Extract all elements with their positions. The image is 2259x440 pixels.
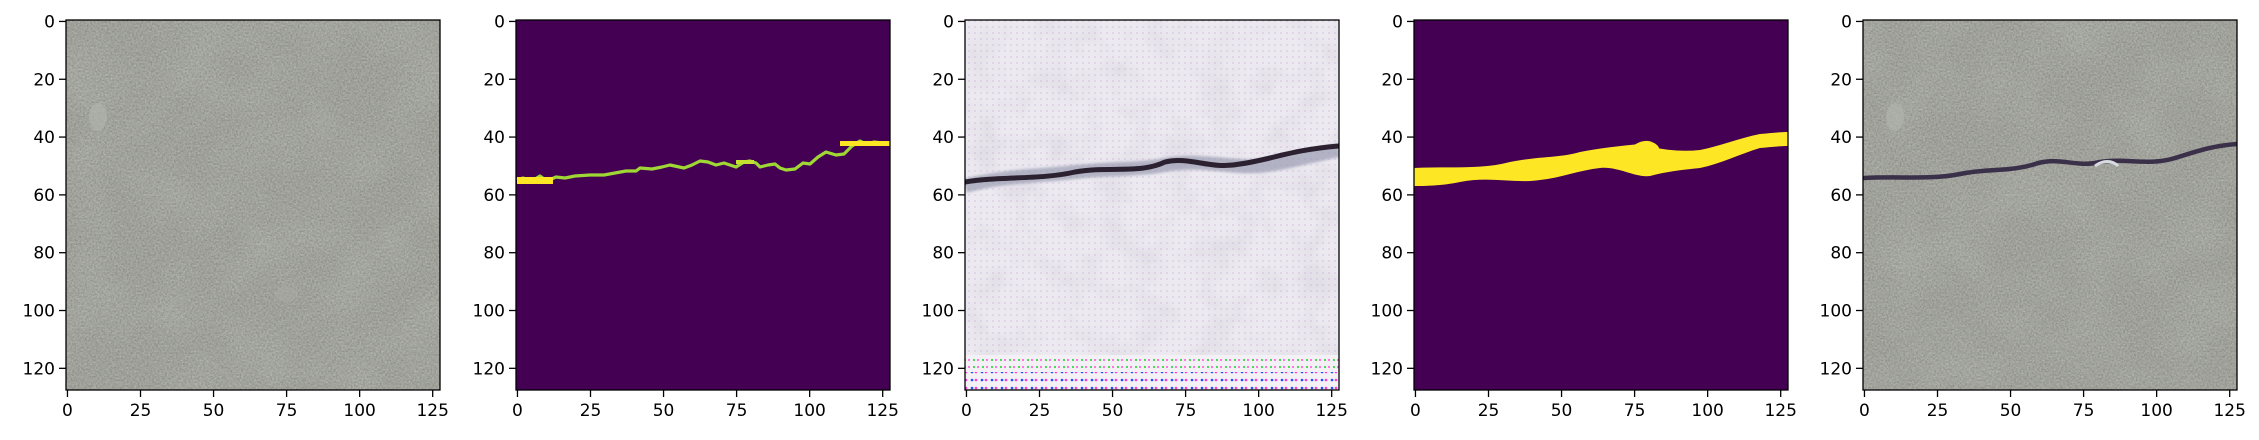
y-tick-label: 60 — [483, 186, 505, 206]
x-tick-label: 0 — [1859, 401, 1870, 421]
x-tick-label: 0 — [961, 401, 972, 421]
y-tick-label: 0 — [943, 12, 954, 32]
blended-crack-line — [1863, 141, 2237, 181]
panel-2: 0 25 50 75 100 125 0 20 40 60 80 100 120 — [473, 12, 899, 421]
x-tick-label: 50 — [1551, 401, 1573, 421]
smooth-crack-band — [1414, 132, 1788, 186]
y-tick-label: 20 — [932, 70, 954, 90]
x-tick-label: 75 — [2073, 401, 2095, 421]
y-tick-label: 0 — [1841, 12, 1852, 32]
x-tick-label: 100 — [2140, 401, 2172, 421]
x-tick-label: 0 — [62, 401, 73, 421]
x-tick-label: 125 — [1764, 401, 1796, 421]
y-tick-label: 60 — [1830, 186, 1852, 206]
y-tick-label: 20 — [483, 70, 505, 90]
panel-4-y-axis: 0 20 40 60 80 100 120 — [1371, 12, 1414, 379]
panel-2-x-axis: 0 25 50 75 100 125 — [512, 390, 899, 421]
x-tick-label: 50 — [653, 401, 675, 421]
y-tick-label: 0 — [1392, 12, 1403, 32]
y-tick-label: 80 — [483, 244, 505, 264]
x-tick-label: 50 — [203, 401, 225, 421]
y-tick-label: 40 — [483, 128, 505, 148]
panel-5-frame — [1862, 19, 2238, 391]
y-tick-label: 80 — [932, 244, 954, 264]
y-tick-label: 120 — [23, 359, 55, 379]
panel-1-y-axis: 0 20 40 60 80 100 120 — [23, 12, 66, 379]
panel-1: 0 25 50 75 100 125 0 20 40 60 80 100 120 — [23, 12, 449, 421]
x-tick-label: 0 — [1410, 401, 1421, 421]
y-tick-label: 120 — [1371, 359, 1403, 379]
panel-3-frame — [964, 19, 1340, 391]
x-tick-label: 75 — [276, 401, 298, 421]
x-tick-label: 100 — [1691, 401, 1723, 421]
panel-4: 0 25 50 75 100 125 0 20 40 60 80 100 120 — [1371, 12, 1797, 421]
binary-crack-edge — [516, 139, 890, 183]
y-tick-label: 80 — [33, 244, 55, 264]
generated-crack-image — [965, 20, 1339, 390]
x-tick-label: 100 — [343, 401, 375, 421]
panel-3-x-axis: 0 25 50 75 100 125 — [961, 390, 1348, 421]
panel-1-frame — [65, 19, 441, 391]
panel-5-x-axis: 0 25 50 75 100 125 — [1859, 390, 2246, 421]
x-tick-label: 25 — [1478, 401, 1500, 421]
x-tick-label: 25 — [1927, 401, 1949, 421]
y-tick-label: 40 — [1381, 128, 1403, 148]
y-tick-label: 100 — [473, 302, 505, 322]
panel-3: 0 25 50 75 100 125 0 20 40 60 80 100 120 — [922, 12, 1348, 421]
y-tick-label: 20 — [33, 70, 55, 90]
x-tick-label: 0 — [512, 401, 523, 421]
y-tick-label: 120 — [473, 359, 505, 379]
y-tick-label: 20 — [1381, 70, 1403, 90]
x-tick-label: 100 — [1242, 401, 1274, 421]
panel-2-frame — [515, 19, 891, 391]
x-tick-label: 75 — [1624, 401, 1646, 421]
x-tick-label: 100 — [793, 401, 825, 421]
panel-2-y-axis: 0 20 40 60 80 100 120 — [473, 12, 516, 379]
x-tick-label: 125 — [416, 401, 448, 421]
y-tick-label: 40 — [33, 128, 55, 148]
y-tick-label: 60 — [932, 186, 954, 206]
y-tick-label: 100 — [1371, 302, 1403, 322]
concrete-texture-image — [66, 20, 440, 390]
x-tick-label: 125 — [1315, 401, 1347, 421]
y-tick-label: 100 — [1820, 302, 1852, 322]
panel-3-y-axis: 0 20 40 60 80 100 120 — [922, 12, 965, 379]
panel-5-y-axis: 0 20 40 60 80 100 120 — [1820, 12, 1863, 379]
y-tick-label: 0 — [44, 12, 55, 32]
y-tick-label: 100 — [922, 302, 954, 322]
panel-4-x-axis: 0 25 50 75 100 125 — [1410, 390, 1797, 421]
y-tick-label: 80 — [1830, 244, 1852, 264]
x-tick-label: 25 — [1029, 401, 1051, 421]
concrete-with-crack-image — [1863, 20, 2237, 390]
y-tick-label: 40 — [932, 128, 954, 148]
y-tick-label: 80 — [1381, 244, 1403, 264]
panel-1-x-axis: 0 25 50 75 100 125 — [62, 390, 449, 421]
y-tick-label: 20 — [1830, 70, 1852, 90]
y-tick-label: 60 — [33, 186, 55, 206]
x-tick-label: 75 — [1175, 401, 1197, 421]
panel-4-frame — [1413, 19, 1789, 391]
x-tick-label: 125 — [2213, 401, 2245, 421]
y-tick-label: 60 — [1381, 186, 1403, 206]
x-tick-label: 75 — [726, 401, 748, 421]
y-tick-label: 100 — [23, 302, 55, 322]
generated-crack-line — [965, 143, 1339, 185]
x-tick-label: 50 — [2000, 401, 2022, 421]
smooth-crack-mask-image — [1414, 20, 1788, 390]
x-tick-label: 125 — [866, 401, 898, 421]
y-tick-label: 0 — [494, 12, 505, 32]
x-tick-label: 25 — [580, 401, 602, 421]
y-tick-label: 40 — [1830, 128, 1852, 148]
panel-5: 0 25 50 75 100 125 0 20 40 60 80 100 120 — [1820, 12, 2246, 421]
x-tick-label: 50 — [1102, 401, 1124, 421]
binary-crack-mask-image — [516, 20, 890, 390]
y-tick-label: 120 — [1820, 359, 1852, 379]
x-tick-label: 25 — [130, 401, 152, 421]
y-tick-label: 120 — [922, 359, 954, 379]
